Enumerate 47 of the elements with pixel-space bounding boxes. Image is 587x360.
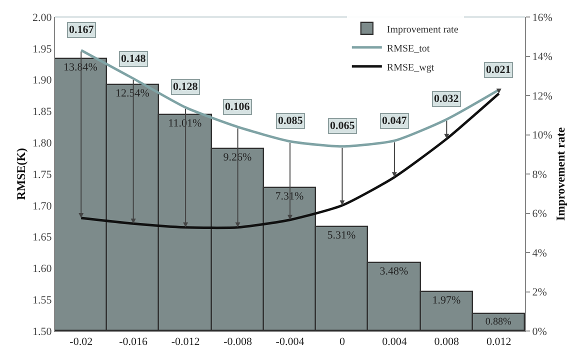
legend-label: RMSE_wgt (386, 62, 434, 74)
annotation: 0.047 (382, 115, 408, 127)
x-tick-label: 0.012 (486, 336, 512, 348)
y-tick-label: 1.50 (32, 326, 52, 338)
y2-tick-label: 10% (532, 130, 552, 142)
annotation: 0.167 (69, 24, 94, 36)
y-tick-label: 1.65 (32, 232, 52, 244)
y2-tick-label: 16% (532, 12, 552, 24)
x-tick-label: -0.012 (171, 336, 200, 348)
y-tick-label: 1.90 (32, 74, 52, 87)
y2-tick-label: 12% (532, 90, 552, 102)
y-tick-label: 2.00 (32, 12, 52, 24)
y-tick-label: 1.55 (32, 294, 52, 306)
annotation: 0.021 (486, 64, 511, 76)
data-label: 5.31% (327, 229, 356, 242)
annotation: 0.032 (434, 93, 460, 105)
x-tick-label: -0.004 (276, 336, 305, 348)
y-tick-label: 1.80 (32, 137, 52, 150)
legend-label: Improvement rate (386, 24, 459, 36)
x-tick-label: -0.016 (119, 336, 148, 348)
y-tick-label: 1.75 (32, 168, 52, 181)
y-axis-title: RMSE(K) (14, 148, 28, 200)
annotation: 0.106 (225, 101, 250, 113)
x-tick-label: -0.02 (70, 336, 93, 348)
annotation: 0.148 (121, 53, 146, 65)
y2-tick-label: 6% (532, 208, 547, 220)
y2-axis-title: Improvement rate (553, 126, 568, 221)
annotation: 0.128 (173, 81, 198, 93)
y2-tick-label: 8% (532, 168, 547, 181)
y2-tick-label: 4% (532, 247, 547, 260)
y-tick-label: 1.95 (32, 43, 52, 56)
data-label: 1.97% (432, 294, 461, 306)
y-tick-label: 1.60 (32, 263, 52, 276)
x-tick-label: 0.004 (382, 336, 408, 348)
x-tick-label: 0 (339, 336, 346, 348)
annotation: 0.065 (330, 120, 356, 132)
y-tick-label: 1.85 (32, 106, 52, 118)
data-label: 3.48% (380, 265, 408, 278)
x-tick-label: -0.008 (224, 336, 252, 348)
annotation: 0.085 (278, 115, 304, 127)
legend-label: RMSE_tot (386, 43, 430, 54)
y2-tick-label: 2% (532, 286, 547, 299)
y-tick-label: 1.70 (32, 200, 52, 212)
x-tick-label: 0.008 (434, 336, 460, 348)
y2-tick-label: 14% (532, 51, 552, 64)
y2-tick-label: 0% (532, 326, 547, 338)
data-label: 0.88% (485, 316, 512, 328)
